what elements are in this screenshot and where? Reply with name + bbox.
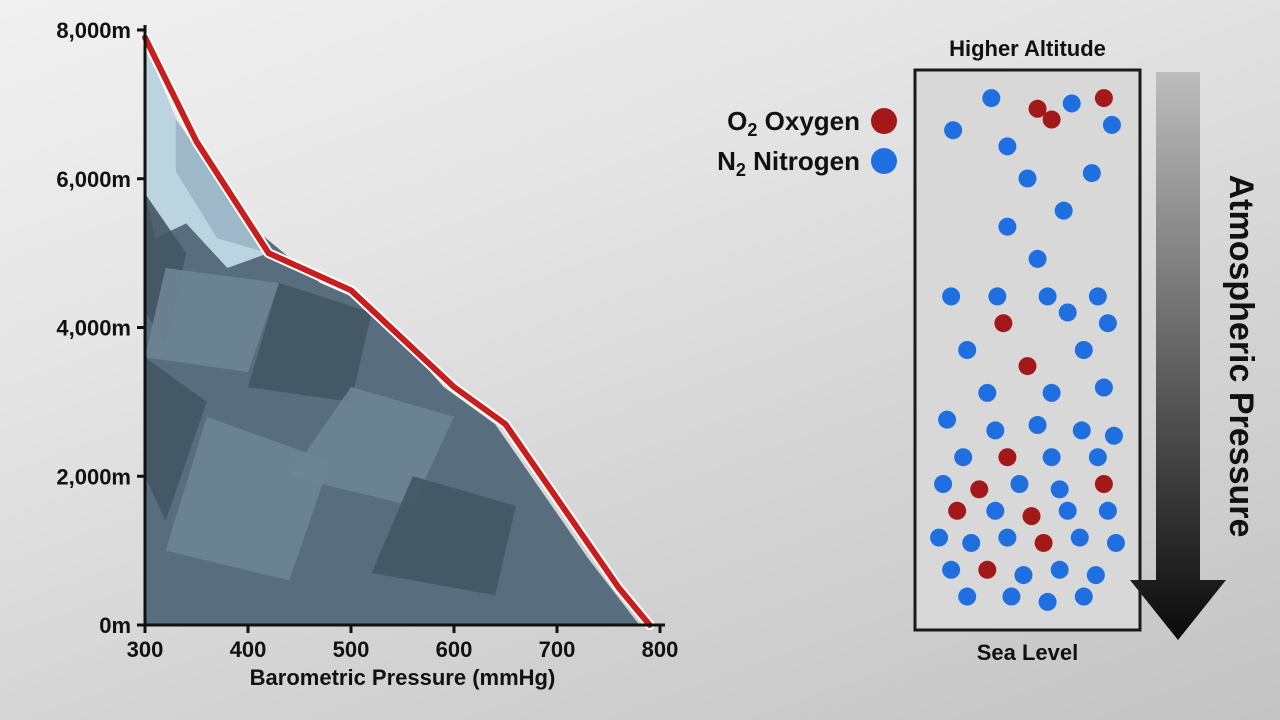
- oxygen-molecule: [1095, 475, 1113, 493]
- nitrogen-molecule: [1014, 566, 1032, 584]
- nitrogen-molecule: [1039, 287, 1057, 305]
- nitrogen-molecule: [988, 287, 1006, 305]
- nitrogen-molecule: [944, 121, 962, 139]
- nitrogen-molecule: [986, 502, 1004, 520]
- column-box: [915, 70, 1140, 630]
- y-tick-label: 4,000m: [56, 316, 131, 341]
- legend-swatch: [871, 148, 897, 174]
- nitrogen-molecule: [1043, 384, 1061, 402]
- column-bottom-label: Sea Level: [977, 640, 1079, 665]
- oxygen-molecule: [978, 561, 996, 579]
- legend-item-label: N2 Nitrogen: [717, 146, 860, 180]
- arrow-label: Atmospheric Pressure: [1222, 175, 1260, 538]
- nitrogen-molecule: [1043, 448, 1061, 466]
- nitrogen-molecule: [982, 89, 1000, 107]
- y-axis-ticks: 0m 2,000m 4,000m 6,000m 8,000m: [56, 18, 145, 638]
- oxygen-molecule: [970, 480, 988, 498]
- nitrogen-molecule: [934, 475, 952, 493]
- oxygen-molecule: [1035, 534, 1053, 552]
- oxygen-molecule: [948, 502, 966, 520]
- nitrogen-molecule: [1039, 593, 1057, 611]
- x-tick-label: 400: [230, 637, 267, 662]
- nitrogen-molecule: [942, 287, 960, 305]
- nitrogen-molecule: [1103, 116, 1121, 134]
- nitrogen-molecule: [1029, 250, 1047, 268]
- nitrogen-molecule: [1010, 475, 1028, 493]
- nitrogen-molecule: [1089, 287, 1107, 305]
- nitrogen-molecule: [1029, 416, 1047, 434]
- nitrogen-molecule: [938, 411, 956, 429]
- nitrogen-molecule: [1063, 94, 1081, 112]
- oxygen-molecule: [998, 448, 1016, 466]
- oxygen-molecule: [1023, 507, 1041, 525]
- x-axis-title: Barometric Pressure (mmHg): [250, 665, 556, 690]
- nitrogen-molecule: [1071, 529, 1089, 547]
- nitrogen-molecule: [1059, 502, 1077, 520]
- gas-density-column: Higher Altitude Sea Level: [915, 36, 1140, 665]
- y-tick-label: 6,000m: [56, 167, 131, 192]
- nitrogen-molecule: [1051, 480, 1069, 498]
- nitrogen-molecule: [1073, 421, 1091, 439]
- y-tick-label: 8,000m: [56, 18, 131, 43]
- column-top-label: Higher Altitude: [949, 36, 1106, 61]
- nitrogen-molecule: [998, 529, 1016, 547]
- gas-legend: O2 Oxygen N2 Nitrogen: [717, 106, 897, 180]
- nitrogen-molecule: [1107, 534, 1125, 552]
- oxygen-molecule: [1095, 89, 1113, 107]
- nitrogen-molecule: [1095, 379, 1113, 397]
- infographic-root: 0m 2,000m 4,000m 6,000m 8,000m 300 400 500 600 7…: [0, 0, 1280, 720]
- nitrogen-molecule: [1051, 561, 1069, 579]
- nitrogen-molecule: [1059, 303, 1077, 321]
- y-tick-label: 0m: [99, 613, 131, 638]
- x-tick-label: 500: [333, 637, 370, 662]
- oxygen-molecule: [1043, 111, 1061, 129]
- x-tick-label: 700: [539, 637, 576, 662]
- x-axis-ticks: 300 400 500 600 700 800: [127, 625, 679, 662]
- nitrogen-molecule: [1099, 314, 1117, 332]
- altitude-pressure-chart: 0m 2,000m 4,000m 6,000m 8,000m 300 400 500 600 7…: [56, 18, 678, 690]
- y-tick-label: 2,000m: [56, 464, 131, 489]
- nitrogen-molecule: [958, 588, 976, 606]
- nitrogen-molecule: [1019, 169, 1037, 187]
- nitrogen-molecule: [958, 341, 976, 359]
- nitrogen-molecule: [1075, 341, 1093, 359]
- nitrogen-molecule: [1087, 566, 1105, 584]
- nitrogen-molecule: [942, 561, 960, 579]
- legend-item-label: O2 Oxygen: [727, 106, 860, 140]
- oxygen-molecule: [1019, 357, 1037, 375]
- nitrogen-molecule: [998, 218, 1016, 236]
- arrow-shape: [1130, 72, 1226, 640]
- nitrogen-molecule: [1002, 588, 1020, 606]
- nitrogen-molecule: [978, 384, 996, 402]
- x-tick-label: 300: [127, 637, 164, 662]
- nitrogen-molecule: [954, 448, 972, 466]
- x-tick-label: 800: [642, 637, 679, 662]
- nitrogen-molecule: [1099, 502, 1117, 520]
- nitrogen-molecule: [1105, 427, 1123, 445]
- pressure-arrow: Atmospheric Pressure: [1130, 72, 1260, 640]
- nitrogen-molecule: [930, 529, 948, 547]
- legend-swatch: [871, 108, 897, 134]
- nitrogen-molecule: [1055, 202, 1073, 220]
- oxygen-molecule: [994, 314, 1012, 332]
- nitrogen-molecule: [986, 421, 1004, 439]
- nitrogen-molecule: [962, 534, 980, 552]
- nitrogen-molecule: [998, 137, 1016, 155]
- nitrogen-molecule: [1075, 588, 1093, 606]
- nitrogen-molecule: [1089, 448, 1107, 466]
- x-tick-label: 600: [436, 637, 473, 662]
- nitrogen-molecule: [1083, 164, 1101, 182]
